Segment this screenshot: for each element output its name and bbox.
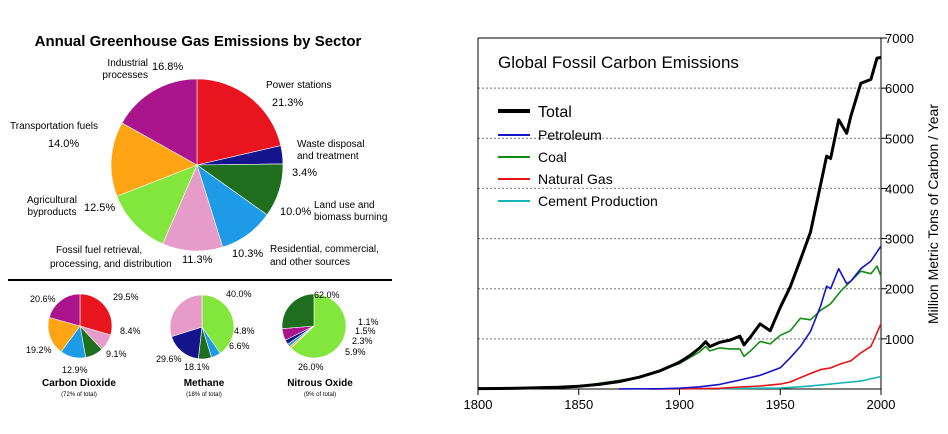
n2o-value-5-9: 5.9% bbox=[345, 347, 366, 357]
co2-value-29-5: 29.5% bbox=[113, 292, 139, 302]
series-line-petroleum bbox=[618, 245, 882, 390]
n2o-subtitle: (9% of total) bbox=[304, 392, 336, 398]
series-line-total bbox=[477, 56, 882, 391]
main-pie-slice-agricultural-byproducts bbox=[116, 164, 198, 245]
ch4-value-6-6: 6.6% bbox=[229, 341, 250, 351]
co2-value-12-9: 12.9% bbox=[62, 365, 88, 375]
line-chart-title: Global Fossil Carbon Emissions bbox=[498, 53, 739, 72]
ch4-value-18-1: 18.1% bbox=[184, 362, 210, 372]
fossil-carbon-line-chart: 1800 1850 1900 1950 2000 1000 2000 3000 4000 500… bbox=[464, 31, 941, 412]
y-axis-label: Million Metric Tons of Carbon / Year bbox=[925, 104, 941, 324]
co2-pie-slice-20-6 bbox=[48, 293, 81, 327]
label-transportation-fuels: Transportation fuels bbox=[10, 121, 98, 132]
y-tick-label-3000: 3000 bbox=[885, 232, 914, 247]
legend-label-cement: Cement Production bbox=[538, 193, 658, 209]
value-industrial-processes: 16.8% bbox=[152, 61, 183, 73]
small-pie-labels: 29.5% 8.4% 9.1% 12.9% 19.2% 20.6% 40.0% … bbox=[26, 289, 379, 375]
n2o-pie-slice-62-0 bbox=[290, 293, 347, 359]
value-fossil-fuel-retrieval: 11.3% bbox=[182, 254, 213, 266]
main-pie-slice-power-stations bbox=[196, 78, 282, 166]
ch4-pie-slice-40-0 bbox=[201, 294, 235, 354]
n2o-value-2-3: 2.3% bbox=[352, 336, 373, 346]
value-agricultural-byproducts: 12.5% bbox=[84, 202, 115, 214]
y-tick-label-5000: 5000 bbox=[885, 131, 914, 146]
n2o-value-26-0: 26.0% bbox=[298, 362, 324, 372]
value-power-stations: 21.3% bbox=[272, 97, 303, 109]
ch4-pie-slice-29-6 bbox=[169, 294, 203, 338]
x-tick-label-1900: 1900 bbox=[665, 397, 694, 412]
legend: Total Petroleum Coal Natural Gas Cement … bbox=[498, 104, 658, 209]
main-pie-slice-industrial-processes bbox=[121, 78, 198, 166]
legend-label-natural-gas: Natural Gas bbox=[538, 171, 613, 187]
label-land-use: Land use and biomass burning bbox=[314, 200, 387, 223]
n2o-value-62-0: 62.0% bbox=[314, 290, 340, 300]
label-residential: Residential, commercial, and other source… bbox=[270, 244, 379, 268]
legend-label-petroleum: Petroleum bbox=[538, 127, 602, 143]
main-pie bbox=[110, 78, 284, 252]
ch4-title: Methane bbox=[184, 378, 225, 389]
greenhouse-gas-pie-charts: Annual Greenhouse Gas Emissions by Secto… bbox=[8, 33, 392, 398]
co2-value-9-1: 9.1% bbox=[106, 349, 127, 359]
x-axis-ticks: 1800 1850 1900 1950 2000 bbox=[464, 389, 896, 412]
ch4-value-29-6: 29.6% bbox=[156, 354, 182, 364]
series-line-natural-gas bbox=[649, 323, 882, 390]
label-agricultural-byproducts: Agricultural byproducts bbox=[27, 195, 77, 218]
label-waste-disposal: Waste disposal and treatment bbox=[297, 139, 364, 162]
legend-label-coal: Coal bbox=[538, 149, 567, 165]
series-lines bbox=[477, 56, 882, 391]
value-transportation-fuels: 14.0% bbox=[48, 138, 79, 150]
main-pie-slice-transportation-fuels bbox=[110, 122, 198, 197]
x-tick-label-1850: 1850 bbox=[564, 397, 593, 412]
x-tick-label-1800: 1800 bbox=[464, 397, 493, 412]
nitrous-oxide-pie bbox=[281, 293, 347, 359]
n2o-value-1-5: 1.5% bbox=[355, 326, 376, 336]
main-pie-title: Annual Greenhouse Gas Emissions by Secto… bbox=[35, 33, 362, 50]
y-tick-label-1000: 1000 bbox=[885, 332, 914, 347]
small-pie-titles: Carbon Dioxide (72% of total) Methane (1… bbox=[42, 378, 353, 398]
grid-lines bbox=[478, 87, 881, 340]
methane-pie bbox=[169, 294, 235, 360]
carbon-dioxide-pie bbox=[47, 293, 113, 359]
y-tick-label-6000: 6000 bbox=[885, 81, 914, 96]
ch4-value-40-0: 40.0% bbox=[226, 289, 252, 299]
co2-subtitle: (72% of total) bbox=[61, 392, 97, 398]
co2-pie-slice-29-5 bbox=[79, 293, 113, 336]
co2-pie-slice-19-2 bbox=[47, 317, 81, 353]
value-land-use: 10.0% bbox=[280, 206, 311, 218]
ch4-value-4-8: 4.8% bbox=[234, 326, 255, 336]
label-industrial-processes: Industrial processes bbox=[102, 58, 148, 81]
label-fossil-fuel-retrieval: Fossil fuel retrieval, processing, and di… bbox=[50, 245, 172, 270]
y-tick-label-7000: 7000 bbox=[885, 31, 914, 46]
x-tick-label-1950: 1950 bbox=[766, 397, 795, 412]
x-tick-label-2000: 2000 bbox=[867, 397, 896, 412]
main-pie-labels: Industrial processes 16.8% Power stations… bbox=[10, 58, 387, 270]
ch4-subtitle: (18% of total) bbox=[186, 392, 222, 398]
co2-value-20-6: 20.6% bbox=[30, 294, 56, 304]
series-line-cement-production bbox=[719, 375, 882, 390]
y-tick-label-4000: 4000 bbox=[885, 181, 914, 196]
legend-label-total: Total bbox=[538, 104, 572, 121]
co2-title: Carbon Dioxide bbox=[42, 378, 116, 389]
n2o-title: Nitrous Oxide bbox=[287, 378, 353, 389]
n2o-value-1-1: 1.1% bbox=[358, 317, 379, 327]
co2-value-8-4: 8.4% bbox=[120, 326, 141, 336]
y-tick-label-2000: 2000 bbox=[885, 282, 914, 297]
y-axis-ticks: 1000 2000 3000 4000 5000 6000 7000 bbox=[881, 31, 914, 347]
value-waste-disposal: 3.4% bbox=[292, 167, 317, 179]
label-power-stations: Power stations bbox=[266, 80, 332, 91]
n2o-pie-slice-26-0 bbox=[281, 293, 315, 329]
co2-value-19-2: 19.2% bbox=[26, 345, 52, 355]
value-residential: 10.3% bbox=[232, 248, 263, 260]
